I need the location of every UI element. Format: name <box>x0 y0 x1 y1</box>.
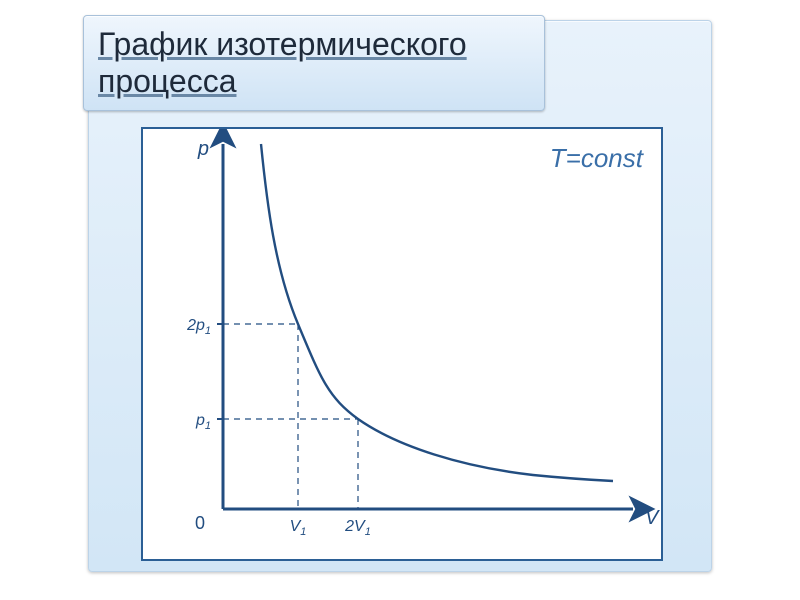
ytick-label-p1: p1 <box>195 412 211 432</box>
xtick-label-v1: V1 <box>290 518 307 538</box>
equation-label: T=const <box>550 143 645 173</box>
slide-title: График изотермического процесса <box>98 26 530 100</box>
xtick-label-2v1: 2V1 <box>344 518 371 538</box>
chart-frame: T=const p V 0 2p1 p1 V1 2V1 <box>141 127 663 561</box>
origin-label: 0 <box>195 513 205 533</box>
y-axis-label: p <box>197 138 209 160</box>
isotherm-chart: T=const p V 0 2p1 p1 V1 2V1 <box>143 129 661 559</box>
title-box: График изотермического процесса <box>83 15 545 111</box>
x-axis-label: V <box>645 507 660 529</box>
slide-panel: График изотермического процесса <box>88 20 712 572</box>
ytick-label-2p1: 2p1 <box>186 317 211 337</box>
isotherm-curve <box>261 144 613 481</box>
dash-lines <box>223 324 358 509</box>
